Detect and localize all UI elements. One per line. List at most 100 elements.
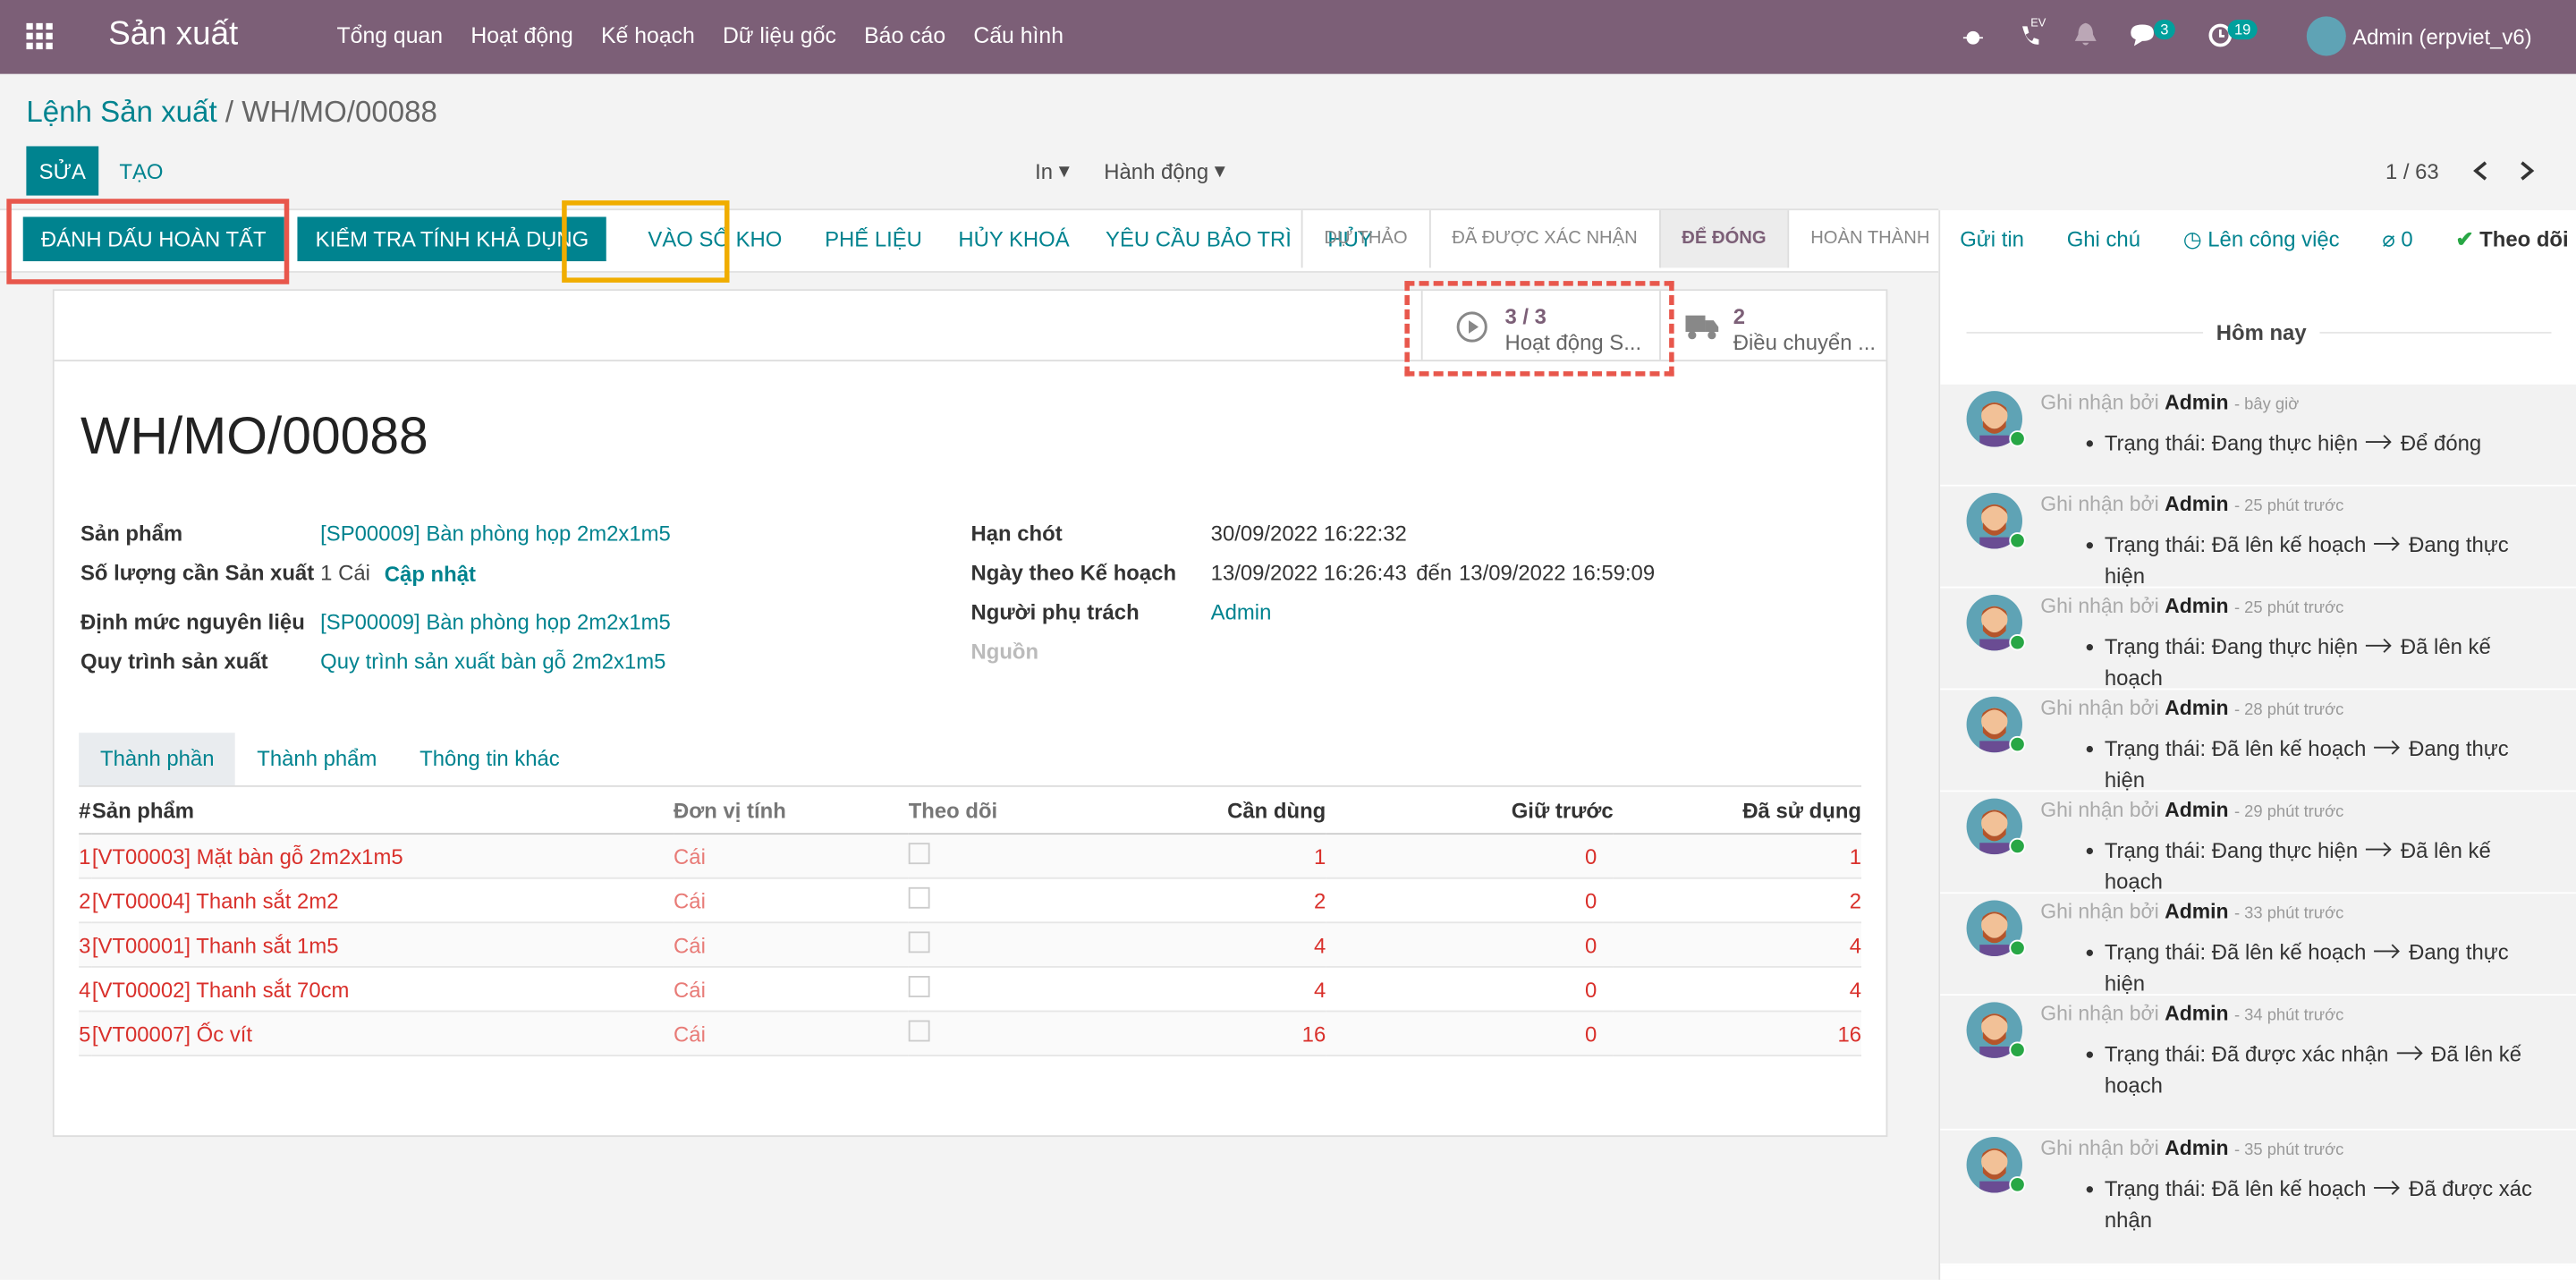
field-name: Trạng thái: — [2104, 532, 2207, 557]
bullet — [2086, 1186, 2094, 1193]
line-row[interactable]: 3 [VT00001] Thanh sắt 1m5 Cái 4 0 4 — [79, 922, 1861, 967]
field-name: Trạng thái: — [2104, 735, 2207, 761]
checkbox[interactable] — [908, 931, 930, 954]
message-header: Ghi nhận bởi Admin - 25 phút trước — [2040, 493, 2343, 516]
action-button[interactable]: Hành động ▾ — [1104, 157, 1225, 183]
line-row[interactable]: 1 [VT00003] Mặt bàn gỗ 2m2x1m5 Cái 1 0 1 — [79, 834, 1861, 878]
log-note[interactable]: Ghi chú — [2066, 226, 2141, 252]
smart-button[interactable]: 3 / 3 Hoạt động S... — [1420, 291, 1661, 360]
breadcrumb: Lệnh Sản xuất / WH/MO/00088 — [26, 96, 437, 131]
line-row[interactable]: 2 [VT00004] Thanh sắt 2m2 Cái 2 0 2 — [79, 877, 1861, 923]
print-button[interactable]: In ▾ — [1035, 157, 1070, 183]
checkbox[interactable] — [908, 886, 930, 909]
menu-item[interactable]: Cấu hình — [973, 22, 1063, 48]
line-row[interactable]: 4 [VT00002] Thanh sắt 70cm Cái 4 0 4 — [79, 966, 1861, 1012]
new-value: Đã lên kế hoạch — [2104, 1041, 2521, 1098]
tab[interactable]: Thành phần — [79, 733, 236, 785]
phone-icon[interactable] — [2018, 23, 2041, 49]
avatar — [1966, 493, 2023, 549]
field-name: Trạng thái: — [2104, 837, 2207, 863]
action-button[interactable]: PHẾ LIỆU — [825, 226, 922, 252]
smart-label: Hoạt động S... — [1504, 330, 1642, 355]
action-button[interactable]: KIỂM TRA TÍNH KHẢ DỤNG — [297, 216, 607, 262]
bell-icon[interactable] — [2073, 21, 2098, 47]
apps-icon[interactable] — [26, 22, 54, 51]
old-value: Đã lên kế hoạch — [2211, 939, 2367, 965]
stage[interactable]: ĐÃ ĐƯỢC XÁC NHẬN — [1428, 210, 1659, 268]
action-button[interactable]: HỦY — [1327, 226, 1373, 252]
update-link[interactable]: Cập nhật — [384, 562, 476, 587]
cell: 16 — [1301, 1021, 1326, 1047]
stage[interactable]: HOÀN THÀNH — [1787, 210, 1951, 268]
tracking: Trạng thái: Đã lên kế hoạch Đang thực hiệ… — [2105, 529, 2535, 591]
check-cell — [908, 834, 1213, 878]
action-button[interactable]: YÊU CẦU BẢO TRÌ — [1106, 226, 1292, 252]
cell: Cái — [674, 976, 706, 1002]
stage[interactable]: ĐỂ ĐÓNG — [1658, 210, 1788, 268]
breadcrumb-separator: / — [225, 95, 234, 129]
cell: Cái — [674, 843, 706, 869]
column-header: Theo dõi — [908, 788, 1213, 835]
pager-arrows[interactable] — [2468, 159, 2540, 182]
day-label: Hôm nay — [2203, 320, 2320, 345]
action-button[interactable]: ĐÁNH DẤU HOÀN TẤT — [22, 216, 284, 262]
online-dot — [2009, 633, 2026, 651]
new-value: Đã lên kế hoạch — [2104, 633, 2491, 691]
schedule-activity[interactable]: ◷ Lên công việc — [2182, 226, 2340, 252]
tracking: Trạng thái: Đang thực hiện Đã lên kế hoạc… — [2105, 835, 2535, 897]
menu-item[interactable]: Dữ liệu gốc — [723, 22, 836, 48]
time: - 33 phút trước — [2233, 905, 2344, 924]
field-value: 13/09/2022 16:59:09 — [1459, 560, 1656, 585]
online-dot — [2009, 532, 2026, 549]
time: - 25 phút trước — [2233, 599, 2344, 618]
message: Ghi nhận bởi Admin - 28 phút trước Trạng … — [1940, 690, 2576, 793]
cell: [VT00003] Mặt bàn gỗ 2m2x1m5 — [91, 843, 403, 869]
old-value: Đang thực hiện — [2211, 837, 2359, 863]
checkbox[interactable] — [908, 976, 930, 997]
debug-icon[interactable] — [1960, 23, 1986, 49]
field-label: Nguồn — [970, 639, 1039, 665]
tab[interactable]: Thành phẩm — [257, 745, 377, 771]
chat-icon[interactable] — [2129, 23, 2155, 48]
user-name[interactable]: Admin (erpviet_v6) — [2352, 24, 2532, 50]
menu-item[interactable]: Kế hoạch — [601, 22, 695, 48]
cell: [VT00004] Thanh sắt 2m2 — [91, 887, 339, 913]
field-name: Trạng thái: — [2104, 633, 2207, 659]
stage[interactable]: DỰ THẢO — [1301, 210, 1429, 268]
edit-button[interactable]: SỬA — [26, 146, 99, 196]
new-value: Đã lên kế hoạch — [2104, 837, 2491, 894]
create-button[interactable]: TẠO — [119, 158, 164, 183]
breadcrumb-parent[interactable]: Lệnh Sản xuất — [26, 95, 217, 129]
menu-item[interactable]: Hoạt động — [470, 22, 573, 48]
old-value: Đã được xác nhận — [2211, 1041, 2389, 1067]
bullet — [2086, 644, 2094, 651]
line-row[interactable]: 5 [VT00007] Ốc vít Cái 16 0 16 — [79, 1011, 1861, 1056]
app-name[interactable]: Sản xuất — [108, 16, 239, 53]
lines-table: # Sản phẩm Đơn vị tính Theo dõi Cần dùng Giữ … — [79, 788, 1862, 1056]
smart-button[interactable]: 2 Điều chuyển ... — [1659, 291, 1887, 360]
chatter: Gửi tin Ghi chú ◷ Lên công việc ⌀ 0 ✔ Th… — [1938, 210, 2576, 1280]
avatar — [1966, 594, 2023, 651]
follow[interactable]: ✔ Theo dõi — [2455, 226, 2569, 252]
attachments[interactable]: ⌀ 0 — [2382, 226, 2413, 252]
field-label: Số lượng cần Sản xuất — [80, 560, 315, 585]
check-cell — [908, 967, 1213, 1012]
checkbox[interactable] — [908, 843, 930, 865]
bullet — [2086, 440, 2094, 447]
bullet — [2086, 1051, 2094, 1058]
time: - 35 phút trước — [2233, 1141, 2344, 1160]
message-header: Ghi nhận bởi Admin - 25 phút trước — [2040, 595, 2343, 618]
checkbox[interactable] — [908, 1020, 930, 1042]
cell: [VT00007] Ốc vít — [91, 1021, 253, 1047]
play-icon — [1456, 311, 1487, 343]
highlight-box — [6, 199, 290, 284]
send-message[interactable]: Gửi tin — [1960, 226, 2024, 252]
online-dot — [2009, 430, 2026, 447]
message: Ghi nhận bởi Admin - 35 phút trước Trạng … — [1940, 1130, 2576, 1266]
menu-item[interactable]: Tổng quan — [336, 22, 444, 48]
tab[interactable]: Thông tin khác — [419, 745, 560, 771]
menu-item[interactable]: Báo cáo — [864, 22, 946, 48]
action-button[interactable]: VÀO SỔ KHO — [648, 226, 783, 252]
action-button[interactable]: HỦY KHOÁ — [958, 226, 1070, 252]
